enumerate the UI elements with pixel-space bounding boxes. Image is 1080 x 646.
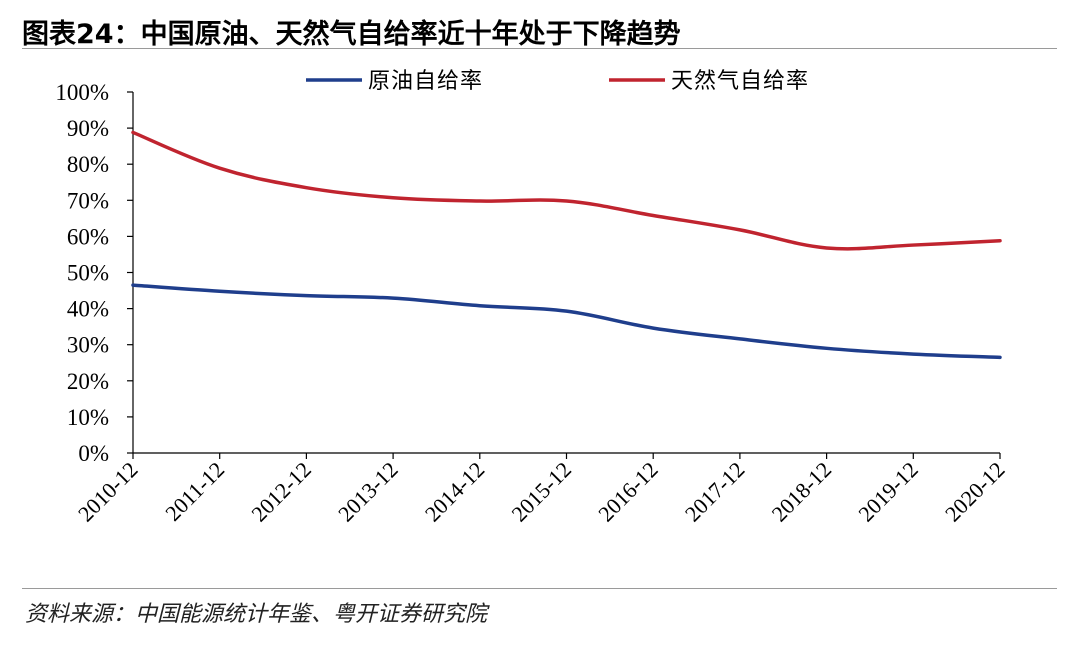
y-tick-label: 70% bbox=[67, 188, 109, 213]
crude-oil-self-sufficiency-line bbox=[131, 283, 1002, 360]
x-tick-label: 2016-12 bbox=[593, 457, 663, 527]
x-tick-label: 2017-12 bbox=[680, 457, 750, 527]
x-axis-ticks: 2010-12 2011-12 2012-12 2013-12 2014-12 2015-… bbox=[73, 453, 1010, 526]
y-tick-label: 10% bbox=[67, 405, 109, 430]
y-tick-label: 90% bbox=[67, 116, 109, 141]
y-tick-label: 100% bbox=[55, 80, 109, 105]
chart-title: 图表24：中国原油、天然气自给率近十年处于下降趋势 bbox=[22, 19, 681, 50]
y-tick-label: 40% bbox=[67, 297, 109, 322]
natural-gas-self-sufficiency-line bbox=[131, 130, 1002, 251]
y-tick-label: 50% bbox=[67, 261, 109, 286]
y-tick-label: 0% bbox=[78, 441, 109, 466]
x-tick-label: 2013-12 bbox=[333, 457, 403, 527]
y-tick-label: 20% bbox=[67, 369, 109, 394]
x-tick-label: 2014-12 bbox=[420, 457, 490, 527]
y-tick-label: 80% bbox=[67, 152, 109, 177]
source-note: 资料来源：中国能源统计年鉴、粤开证券研究院 bbox=[25, 602, 488, 627]
y-tick-label: 30% bbox=[67, 333, 109, 358]
legend-natural-gas: 天然气自给率 bbox=[609, 69, 809, 94]
x-tick-label: 2012-12 bbox=[246, 457, 316, 527]
y-axis-ticks: 0% 10% 20% 30% 40% 50% 60% 70% 80% 90% 100% bbox=[55, 80, 133, 466]
axes bbox=[132, 92, 1000, 454]
legend-crude-oil: 原油自给率 bbox=[306, 69, 483, 94]
x-tick-label: 2011-12 bbox=[160, 457, 229, 526]
header: 图表24：中国原油、天然气自给率近十年处于下降趋势 bbox=[22, 8, 1057, 50]
legend-label: 原油自给率 bbox=[368, 69, 483, 94]
x-tick-label: 2018-12 bbox=[767, 457, 837, 527]
y-tick-label: 60% bbox=[67, 224, 109, 249]
legend: 原油自给率 天然气自给率 bbox=[306, 69, 809, 94]
x-tick-label: 2020-12 bbox=[940, 457, 1010, 527]
series-lines bbox=[131, 130, 1002, 360]
x-tick-label: 2019-12 bbox=[853, 457, 923, 527]
x-tick-label: 2015-12 bbox=[507, 457, 577, 527]
x-tick-label: 2010-12 bbox=[73, 457, 143, 527]
legend-label: 天然气自给率 bbox=[671, 69, 809, 94]
footer-divider bbox=[22, 588, 1057, 589]
